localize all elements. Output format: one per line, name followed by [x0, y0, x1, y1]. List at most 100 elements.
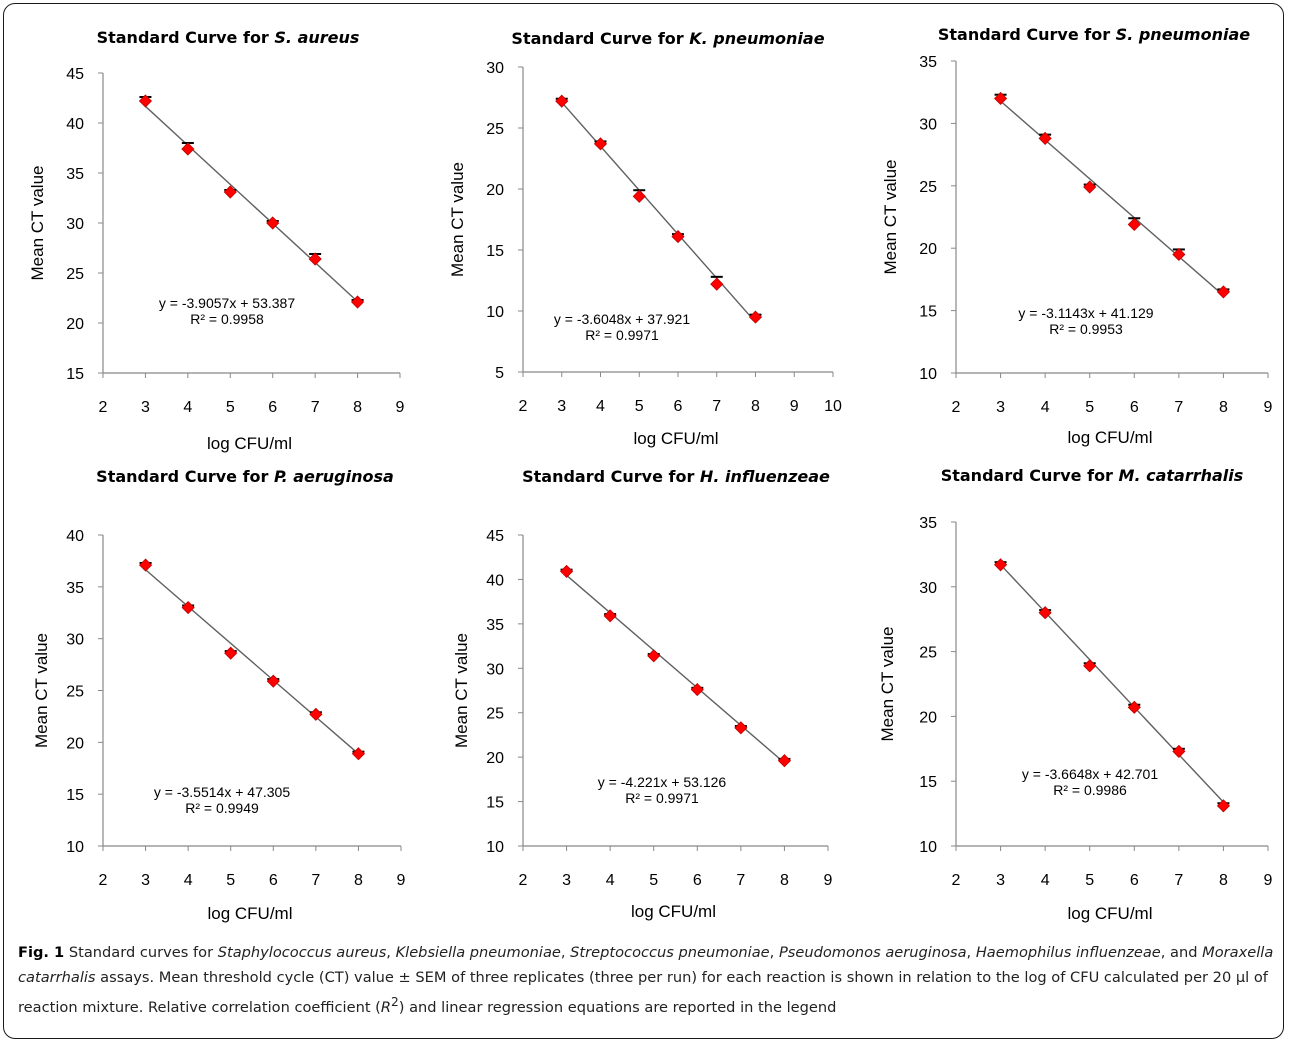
y-tick-label: 10 — [919, 839, 937, 856]
chart-title-species: S. pneumoniae — [1116, 25, 1251, 44]
x-tick-label: 2 — [952, 399, 961, 416]
data-point — [351, 747, 365, 761]
y-tick-label: 30 — [919, 580, 937, 597]
data-point — [690, 683, 704, 697]
data-point — [1038, 131, 1052, 145]
x-tick-label: 9 — [790, 398, 799, 415]
x-tick-label: 8 — [353, 399, 362, 416]
chart-grid: Standard Curve for S. aureus 15 20 25 30 35 40… — [28, 25, 1273, 923]
regression-line — [144, 105, 359, 303]
data-point — [994, 558, 1008, 572]
x-tick-label: 7 — [1174, 872, 1183, 889]
x-tick-label: 3 — [996, 399, 1005, 416]
data-point — [351, 295, 365, 309]
x-tick-label: 8 — [354, 872, 363, 889]
data-point — [560, 564, 574, 578]
data-point — [593, 137, 608, 151]
chart-title: Standard Curve for S. pneumoniae — [938, 25, 1250, 44]
caption-r-symbol: R — [380, 998, 392, 1016]
caption-text: , — [386, 944, 396, 961]
data-point — [632, 189, 646, 203]
r-squared-label: R² = 0.9971 — [625, 790, 699, 806]
r-squared-label: R² = 0.9986 — [1053, 782, 1127, 798]
y-tick-label: 20 — [919, 241, 937, 258]
y-tick-label: 35 — [486, 617, 504, 634]
x-tick-label: 7 — [311, 872, 320, 889]
x-tick-label: 7 — [712, 398, 721, 415]
x-axis-label: log CFU/ml — [1067, 428, 1152, 447]
data-point — [181, 601, 195, 615]
x-tick-label: 3 — [562, 872, 571, 889]
x-tick-label: 4 — [1041, 399, 1050, 416]
y-axis-label: Mean CT value — [881, 160, 900, 275]
data-point — [309, 707, 323, 721]
y-tick-label: 35 — [66, 166, 84, 183]
y-tick-label: 45 — [486, 528, 504, 545]
y-tick-label: 30 — [486, 661, 504, 678]
x-tick-label: 5 — [226, 872, 235, 889]
x-tick-label: 8 — [780, 872, 789, 889]
y-tick-label: 35 — [919, 515, 937, 532]
caption-r-exponent: 2 — [391, 995, 399, 1009]
regression-line — [561, 101, 757, 323]
x-tick-label: 5 — [649, 872, 658, 889]
caption-text: Standard curves for — [64, 944, 218, 961]
x-tick-label: 2 — [99, 399, 108, 416]
y-tick-label: 10 — [486, 839, 504, 856]
data-point — [1127, 217, 1141, 232]
data-point — [777, 754, 791, 768]
y-tick-label: 25 — [486, 706, 504, 723]
x-tick-label: 8 — [751, 398, 760, 415]
chart-title-prefix: Standard Curve for — [941, 466, 1119, 485]
x-tick-label: 3 — [141, 872, 150, 889]
x-tick-label: 5 — [226, 399, 235, 416]
caption-text: assays. Mean threshold cycle (CT) value … — [18, 969, 1268, 1016]
caption-text: , and — [1160, 944, 1203, 961]
data-point — [266, 216, 280, 230]
x-tick-label: 9 — [1264, 872, 1273, 889]
data-point — [1216, 285, 1230, 299]
regression-equation: y = -3.6048x + 37.921 — [554, 311, 690, 327]
x-tick-label: 5 — [635, 398, 644, 415]
x-tick-label: 6 — [693, 872, 702, 889]
y-tick-label: 20 — [66, 316, 84, 333]
y-tick-label: 40 — [486, 572, 504, 589]
caption-text: , — [769, 944, 779, 961]
x-tick-label: 4 — [1041, 872, 1050, 889]
regression-line — [566, 574, 785, 764]
caption-species: Streptococcus pneumoniae — [570, 944, 770, 961]
chart-title: Standard Curve for M. catarrhalis — [941, 466, 1244, 485]
data-point — [710, 277, 724, 291]
y-tick-label: 25 — [919, 645, 937, 662]
chart-panel: Standard Curve for H. influenzeae 10 15 20 2… — [452, 467, 833, 921]
data-point — [1083, 180, 1097, 194]
x-tick-label: 6 — [1130, 872, 1139, 889]
caption-species: Staphylococcus aureus — [217, 944, 387, 961]
data-point — [647, 649, 661, 663]
x-tick-label: 4 — [184, 872, 193, 889]
charts-svg: Standard Curve for S. aureus152025303540… — [28, 25, 1273, 923]
x-axis-label: log CFU/ml — [633, 429, 718, 448]
caption-species: Klebsiella pneumoniae — [395, 944, 561, 961]
data-point — [308, 252, 322, 266]
data-point — [603, 609, 617, 623]
y-tick-label: 25 — [486, 121, 504, 138]
x-tick-label: 2 — [952, 872, 961, 889]
y-tick-label: 25 — [66, 266, 84, 283]
data-point — [1083, 659, 1097, 673]
regression-line — [1000, 100, 1224, 296]
regression-equation: y = -3.1143x + 41.129 — [1018, 305, 1153, 321]
chart-title-species: H. influenzeae — [700, 467, 830, 486]
chart-title-prefix: Standard Curve for — [938, 25, 1116, 44]
data-point — [223, 185, 237, 199]
regression-equation: y = -3.9057x + 53.387 — [159, 295, 295, 311]
data-point — [994, 91, 1008, 106]
x-axis-label: log CFU/ml — [1067, 904, 1152, 923]
y-tick-label: 10 — [66, 839, 84, 856]
x-tick-label: 6 — [1130, 399, 1139, 416]
y-tick-label: 10 — [919, 366, 937, 383]
data-point — [181, 142, 195, 156]
caption-label: Fig. 1 — [18, 944, 65, 961]
x-tick-label: 6 — [268, 399, 277, 416]
y-tick-label: 30 — [919, 116, 937, 133]
